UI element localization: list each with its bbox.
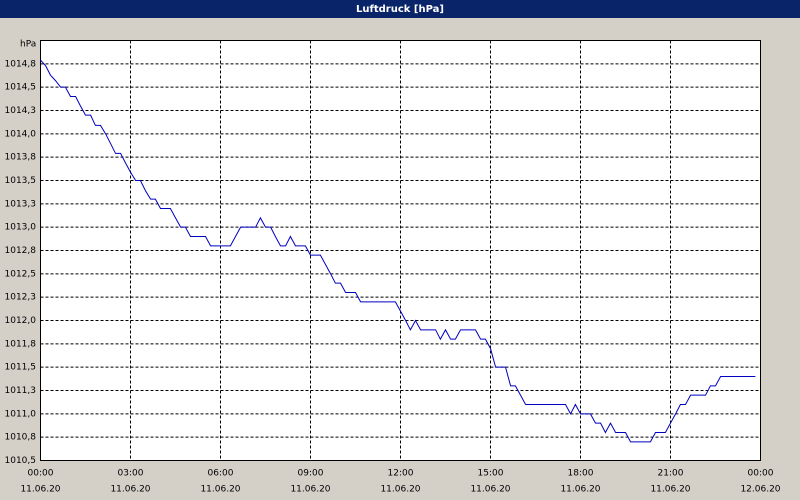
x-tick-label: 15:00: [478, 469, 504, 479]
y-tick-label: 1012,3: [5, 293, 37, 303]
x-tick-label: 21:00: [658, 469, 684, 479]
x-tick-date: 11.06.20: [20, 485, 60, 495]
y-tick-label: 1013,0: [5, 223, 37, 233]
y-tick-label: 1012,0: [5, 316, 37, 326]
x-tick-label: 09:00: [298, 469, 324, 479]
y-tick-label: 1013,5: [5, 176, 37, 186]
x-tick-label: 00:00: [28, 469, 54, 479]
x-tick-date: 11.06.20: [110, 485, 150, 495]
y-tick-label: 1013,3: [5, 199, 37, 209]
x-tick-label: 12:00: [388, 469, 414, 479]
plot-border: [40, 40, 761, 461]
y-tick-label: 1013,8: [5, 153, 37, 163]
y-tick-label: 1011,8: [5, 339, 37, 349]
x-tick-date: 12.06.20: [740, 485, 780, 495]
x-tick-date: 11.06.20: [290, 485, 330, 495]
y-tick-label: 1010,8: [5, 433, 37, 443]
y-tick-label: 1014,3: [5, 106, 37, 116]
y-tick-label: 1014,8: [5, 59, 37, 69]
x-tick-date: 11.06.20: [470, 485, 510, 495]
x-tick-label: 00:00: [748, 469, 774, 479]
x-tick-label: 18:00: [568, 469, 594, 479]
x-tick-date: 11.06.20: [200, 485, 240, 495]
y-tick-label: 1014,5: [5, 83, 37, 93]
y-tick-label: 1011,3: [5, 386, 37, 396]
x-tick-date: 11.06.20: [650, 485, 690, 495]
y-tick-label: 1011,5: [5, 363, 37, 373]
y-unit: hPa: [20, 40, 36, 50]
x-tick-date: 11.06.20: [380, 485, 420, 495]
x-tick-label: 03:00: [118, 469, 144, 479]
x-tick-date: 11.06.20: [560, 485, 600, 495]
y-tick-label: 1011,0: [5, 409, 37, 419]
x-tick-label: 06:00: [208, 469, 234, 479]
data-line: [40, 59, 756, 443]
title-bar: [0, 0, 800, 18]
y-tick-label: 1014,0: [5, 129, 37, 139]
y-tick-label: 1012,8: [5, 246, 37, 256]
chart-title: Luftdruck [hPa]: [356, 4, 444, 15]
y-tick-label: 1012,5: [5, 269, 37, 279]
y-tick-label: 1010,5: [5, 456, 37, 466]
